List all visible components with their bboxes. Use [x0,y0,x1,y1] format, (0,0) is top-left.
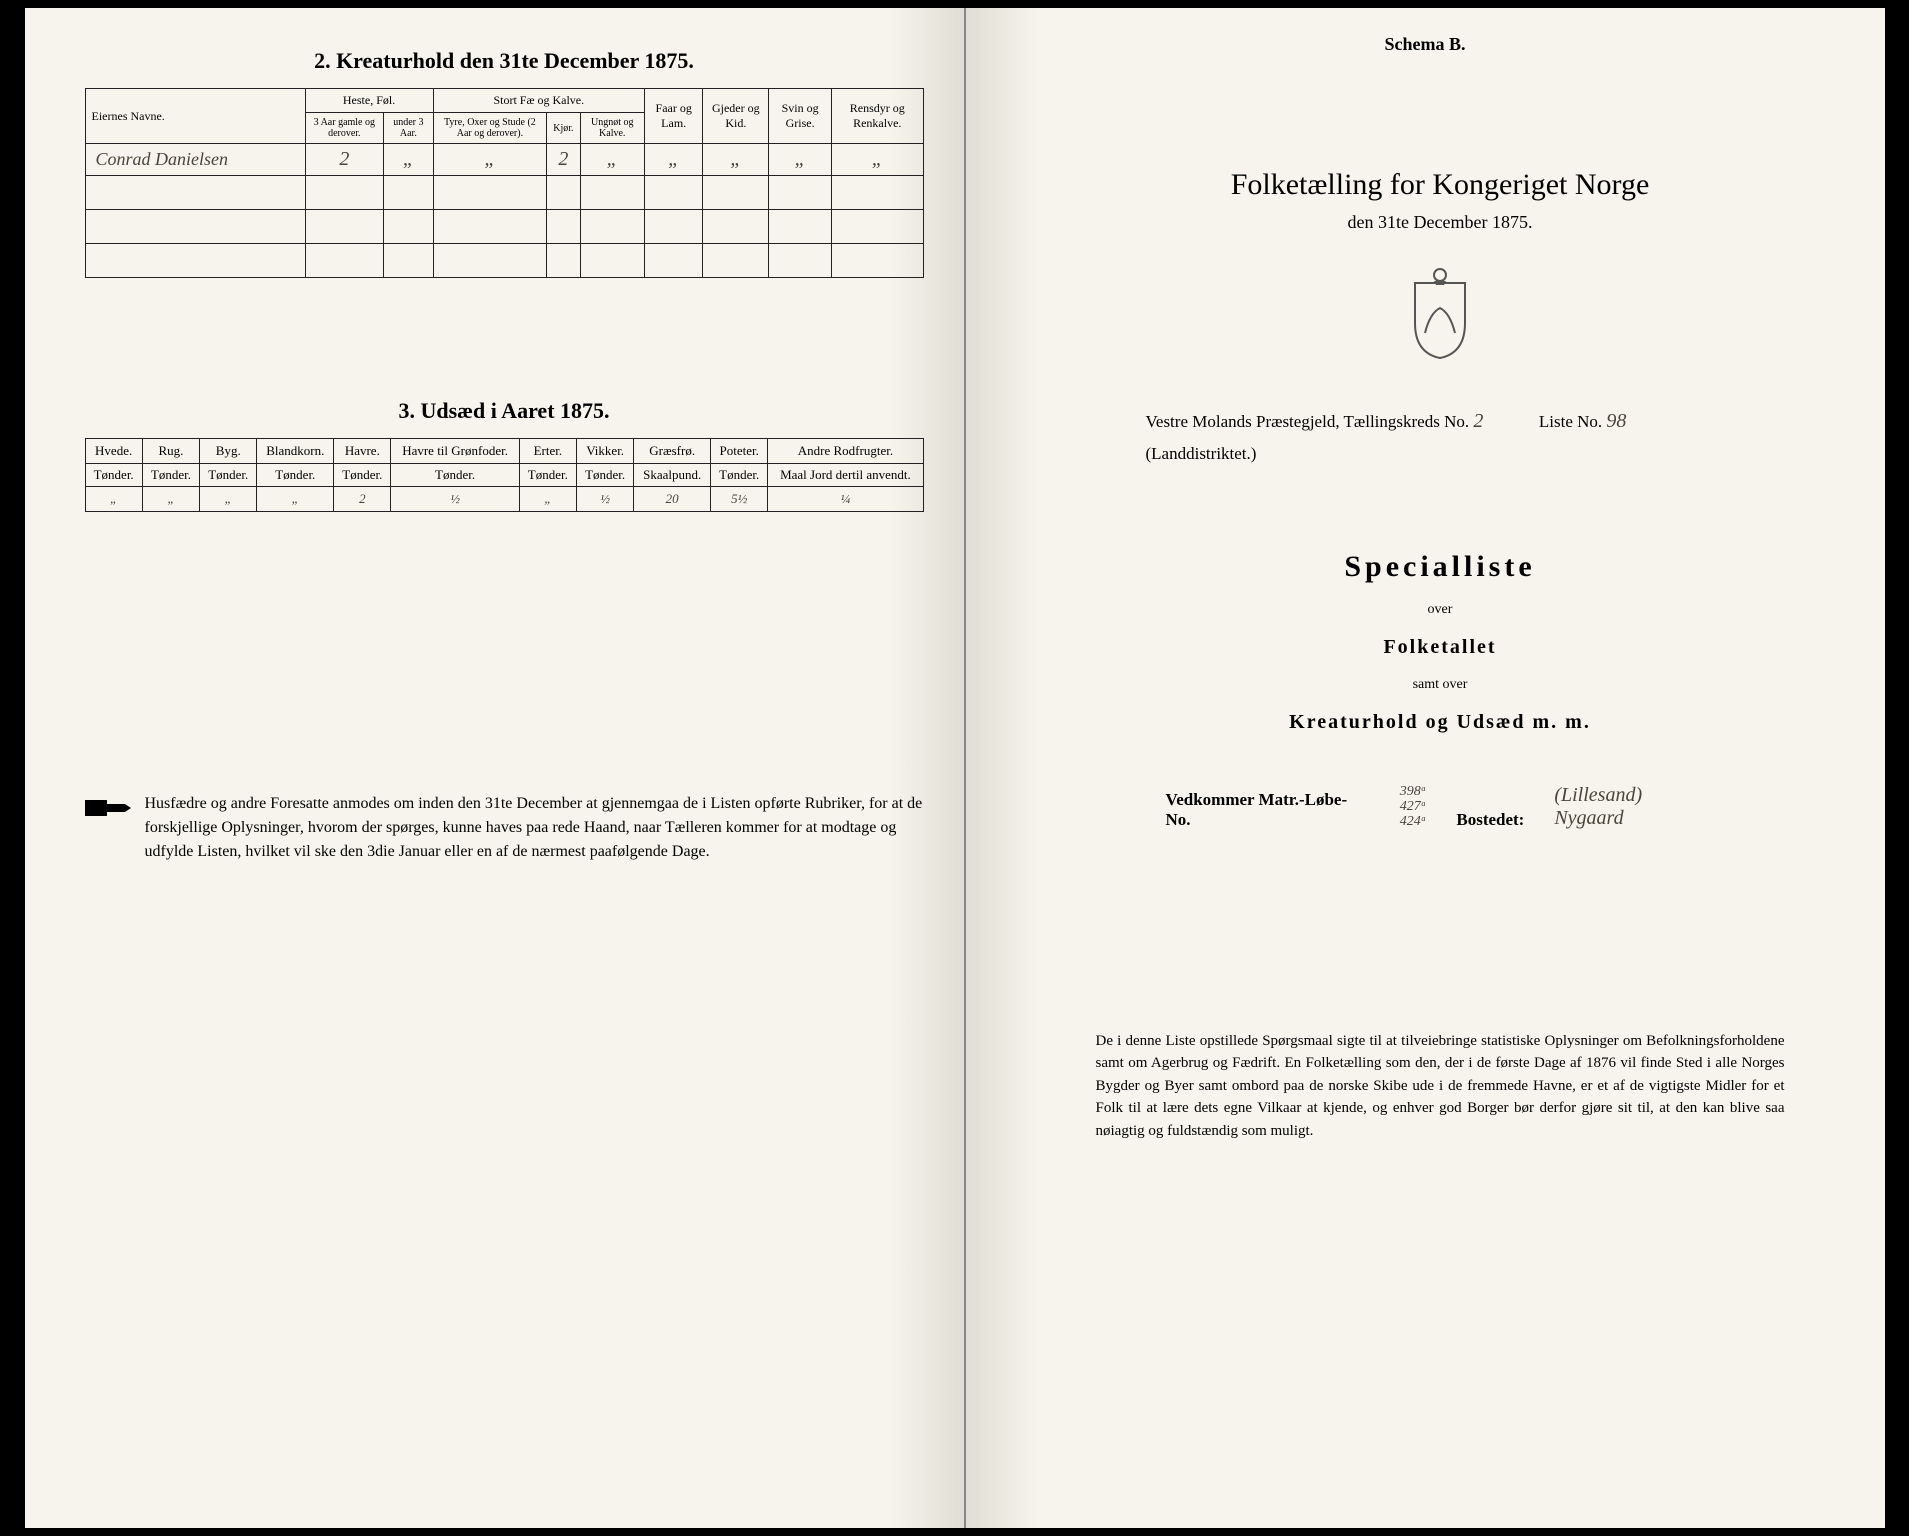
cell: 2 [334,487,391,512]
folketallet-label: Folketallet [1096,636,1785,659]
samt-label: samt over [1096,677,1785,693]
district-sub: (Landdistriktet.) [1146,444,1257,463]
bostedet-label: Bostedet: [1456,810,1524,830]
cell: 2 [547,144,580,176]
table-row: „ „ „ „ 2 ½ „ ½ 20 5½ ¼ [85,487,923,512]
cell: „ [519,487,576,512]
th-stort-group: Stort Fæ og Kalve. [433,89,644,113]
th-vikker: Vikker. [576,439,633,464]
th-havre: Havre. [334,439,391,464]
th-unit: Tønder. [334,464,391,487]
cell: „ [384,144,433,176]
schema-label: Schema B. [966,34,1885,55]
th-rensdyr: Rensdyr og Renkalve. [832,89,923,144]
th-heste-a: 3 Aar gamle og derover. [305,113,384,144]
special-block: Specialliste over Folketallet samt over … [1096,550,1785,734]
matr-line: Vedkommer Matr.-Løbe-No. 398ᵃ 427ᵃ 424ᵃ … [1166,784,1715,830]
cell: „ [257,487,334,512]
cell: „ [769,144,832,176]
cell: ½ [576,487,633,512]
th-unit: Tønder. [711,464,768,487]
over-label: over [1096,602,1785,618]
th-unit: Tønder. [85,464,142,487]
cell: „ [85,487,142,512]
cell: „ [580,144,644,176]
cell: ¼ [768,487,923,512]
th-unit: Tønder. [519,464,576,487]
th-heste-group: Heste, Føl. [305,89,433,113]
district-prefix: Vestre Molands Præstegjeld, Tællingskred… [1146,412,1470,431]
th-hvede: Hvede. [85,439,142,464]
th-poteter: Poteter. [711,439,768,464]
section3-title: 3. Udsæd i Aaret 1875. [85,398,924,424]
th-unit: Tønder. [257,464,334,487]
cell: „ [703,144,769,176]
table-row [85,176,923,210]
cell: ½ [391,487,519,512]
census-title: Folketælling for Kongeriget Norge [1096,168,1785,202]
cell: 5½ [711,487,768,512]
liste-no: 98 [1606,403,1646,439]
cell: „ [832,144,923,176]
table-row [85,244,923,278]
special-title: Specialliste [1096,550,1785,584]
matr-no: 398ᵃ 427ᵃ 424ᵃ [1400,784,1427,830]
th-unit: Tønder. [391,464,519,487]
th-stort-a: Tyre, Oxer og Stude (2 Aar og derover). [433,113,547,144]
cell-name: Conrad Danielsen [85,144,305,176]
th-erter: Erter. [519,439,576,464]
cell: 20 [634,487,711,512]
th-byg: Byg. [200,439,257,464]
th-gjeder: Gjeder og Kid. [703,89,769,144]
th-havre-gro: Havre til Grønfoder. [391,439,519,464]
udsad-table: Hvede. Rug. Byg. Blandkorn. Havre. Havre… [85,438,924,512]
th-stort-b: Kjør. [547,113,580,144]
th-unit: Tønder. [142,464,199,487]
section2-title: 2. Kreaturhold den 31te December 1875. [85,48,924,74]
district-line: Vestre Molands Præstegjeld, Tællingskred… [1146,403,1735,470]
book-spread: 2. Kreaturhold den 31te December 1875. E… [25,8,1885,1528]
left-footnote: Husfædre og andre Foresatte anmodes om i… [85,792,924,864]
th-name: Eiernes Navne. [85,89,305,144]
liste-label: Liste No. [1539,412,1602,431]
kreds-no: 2 [1473,403,1513,439]
kreatur-table: Eiernes Navne. Heste, Føl. Stort Fæ og K… [85,88,924,278]
right-footnote: De i denne Liste opstillede Spørgsmaal s… [1096,1030,1785,1143]
th-unit: Tønder. [576,464,633,487]
th-faar: Faar og Lam. [644,89,702,144]
th-andre: Andre Rodfrugter. [768,439,923,464]
table-row [85,210,923,244]
cell: „ [200,487,257,512]
th-bland: Blandkorn. [257,439,334,464]
table-row: Conrad Danielsen 2 „ „ 2 „ „ „ „ „ [85,144,923,176]
th-unit: Tønder. [200,464,257,487]
pointing-hand-icon [85,796,131,820]
matr-label: Vedkommer Matr.-Løbe-No. [1166,790,1370,830]
th-unit: Skaalpund. [634,464,711,487]
cell: „ [142,487,199,512]
cell: „ [433,144,547,176]
th-stort-c: Ungnøt og Kalve. [580,113,644,144]
census-date: den 31te December 1875. [1096,212,1785,233]
th-graes: Græsfrø. [634,439,711,464]
left-page: 2. Kreaturhold den 31te December 1875. E… [25,8,966,1528]
cell: 2 [305,144,384,176]
footnote-text: Husfædre og andre Foresatte anmodes om i… [145,792,924,864]
th-rug: Rug. [142,439,199,464]
right-page: Schema B. Folketælling for Kongeriget No… [966,8,1885,1528]
cell: „ [644,144,702,176]
coat-of-arms-icon [1400,263,1480,363]
th-heste-b: under 3 Aar. [384,113,433,144]
th-svin: Svin og Grise. [769,89,832,144]
kreatur-label: Kreaturhold og Udsæd m. m. [1096,711,1785,734]
th-unit: Maal Jord dertil anvendt. [768,464,923,487]
bostedet-value: (Lillesand) Nygaard [1554,784,1714,830]
